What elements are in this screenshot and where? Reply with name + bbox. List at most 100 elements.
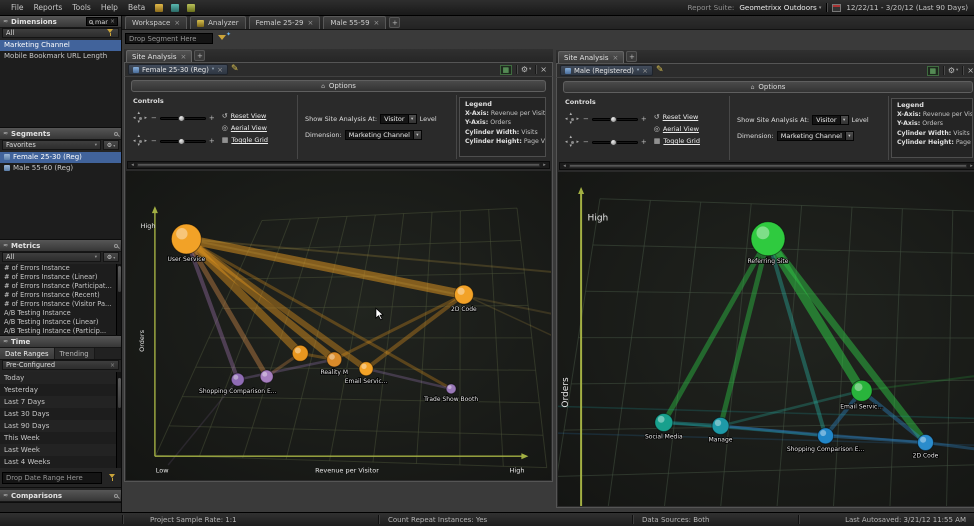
menu-item[interactable]: Tools — [67, 3, 95, 12]
toggle-grid-link[interactable]: ▦Toggle Grid — [222, 135, 268, 146]
add-tab-button[interactable]: + — [194, 50, 205, 61]
menu-item[interactable]: File — [6, 3, 29, 12]
horizontal-scrollbar[interactable]: ◂▸ — [559, 162, 974, 170]
edit-pencil-icon[interactable]: ✎ — [231, 65, 239, 74]
level-select[interactable]: Visitor▾ — [380, 114, 417, 124]
search-icon[interactable] — [114, 244, 118, 248]
scroll-right-icon[interactable]: ▸ — [541, 162, 548, 168]
metric-item[interactable]: A/B Testing Instance — [0, 309, 116, 318]
pan-control[interactable]: ▴▾◂▸ — [565, 112, 579, 126]
close-tab-icon[interactable]: × — [308, 19, 314, 27]
metric-item[interactable]: # of Errors Instance (Linear) — [0, 273, 116, 282]
menu-item[interactable]: Beta — [123, 3, 150, 12]
tab-date-ranges[interactable]: Date Ranges — [0, 348, 55, 359]
rotate-control[interactable]: ▴▾◂▸ — [133, 134, 147, 148]
scroll-right-icon[interactable]: ▸ — [968, 163, 974, 169]
tools-menu-icon[interactable]: ⚙▾ — [521, 65, 531, 74]
edit-pencil-icon[interactable]: ✎ — [656, 66, 664, 75]
aerial-view-link[interactable]: ◎Aerial View — [654, 124, 700, 135]
segments-tools-button[interactable]: ⚙▾ — [103, 140, 119, 150]
table-view-icon[interactable]: ▦ — [500, 65, 512, 75]
close-tab-icon[interactable]: × — [174, 19, 180, 27]
zoom-slider[interactable]: −+ — [583, 115, 647, 123]
time-filter-dropdown[interactable]: Pre-Configured × — [2, 360, 119, 370]
tab-site-analysis[interactable]: Site Analysis × — [558, 51, 624, 63]
tilt-slider[interactable]: −+ — [583, 138, 647, 146]
vertical-scrollbar[interactable] — [116, 264, 121, 335]
aerial-view-link[interactable]: ◎Aerial View — [222, 123, 268, 134]
dimension-select[interactable]: Marketing Channel▾ — [777, 131, 854, 141]
tab-workspace[interactable]: Workspace × — [125, 16, 187, 29]
dimensions-filter-dropdown[interactable]: All — [2, 28, 119, 38]
date-range-item[interactable]: Last 30 Days — [0, 408, 116, 420]
segments-header[interactable]: ≈ Segments — [0, 128, 121, 140]
add-tab-button[interactable]: + — [626, 51, 637, 62]
segment-funnel-icon[interactable] — [218, 34, 228, 44]
menu-item[interactable]: Reports — [29, 3, 68, 12]
dimension-select[interactable]: Marketing Channel▾ — [345, 130, 422, 140]
report-suite-select[interactable]: Geometrixx Outdoors ▾ — [739, 3, 821, 12]
search-icon[interactable] — [114, 132, 118, 136]
metric-item[interactable]: # of Errors Instance (Visitor Pa... — [0, 300, 116, 309]
options-toggle[interactable]: ⌂ Options — [563, 81, 973, 93]
metrics-filter-dropdown[interactable]: All ▾ — [2, 252, 101, 262]
toolbar-icon-1[interactable] — [155, 4, 163, 12]
pan-control[interactable]: ▴▾◂▸ — [133, 111, 147, 125]
add-tab-button[interactable]: + — [389, 17, 400, 28]
metric-item[interactable]: # of Errors Instance (Participat... — [0, 282, 116, 291]
tools-menu-icon[interactable]: ⚙▾ — [948, 66, 958, 75]
scroll-left-icon[interactable]: ◂ — [561, 163, 568, 169]
metrics-header[interactable]: ≈ Metrics — [0, 240, 121, 252]
calendar-icon[interactable] — [832, 4, 841, 12]
segments-filter-dropdown[interactable]: Favorites ▾ — [2, 140, 101, 150]
close-segment-icon[interactable]: × — [642, 67, 648, 75]
date-range-item[interactable]: Last 4 Weeks — [0, 456, 116, 468]
tab-trending[interactable]: Trending — [55, 348, 95, 359]
toolbar-icon-3[interactable] — [187, 4, 195, 12]
tab-site-analysis[interactable]: Site Analysis × — [126, 50, 192, 62]
segment-tab[interactable]: Female 25-30 (Reg) ▾ × — [128, 64, 228, 75]
reset-view-link[interactable]: ↺Reset View — [654, 112, 700, 123]
site-analysis-visualization[interactable]: User Service2D CodeReality MEmail Servic… — [126, 171, 551, 480]
reset-view-link[interactable]: ↺Reset View — [222, 111, 268, 122]
tab-female-25-29[interactable]: Female 25-29 × — [249, 16, 321, 29]
search-icon[interactable] — [114, 494, 118, 498]
drop-segment-target[interactable]: Drop Segment Here — [125, 33, 213, 44]
table-view-icon[interactable]: ▦ — [927, 66, 939, 76]
metrics-tools-button[interactable]: ⚙▾ — [103, 252, 119, 262]
date-range-item[interactable]: Today — [0, 372, 116, 384]
dimension-item[interactable]: Marketing Channel — [0, 40, 121, 51]
toggle-grid-link[interactable]: ▦Toggle Grid — [654, 136, 700, 147]
scroll-left-icon[interactable]: ◂ — [129, 162, 136, 168]
site-analysis-visualization[interactable]: Referring SiteEmail Servic...Social Medi… — [558, 172, 974, 506]
date-funnel-icon[interactable] — [109, 474, 117, 482]
comparisons-header[interactable]: ≈ Comparisons — [0, 490, 121, 502]
scrollbar-thumb[interactable] — [137, 163, 540, 167]
horizontal-scrollbar[interactable]: ◂▸ — [127, 161, 550, 169]
segment-item[interactable]: Male 55-60 (Reg) — [0, 163, 121, 174]
drop-date-range-target[interactable]: Drop Date Range Here — [2, 472, 102, 484]
tab-analyzer[interactable]: Analyzer — [190, 16, 245, 29]
metric-item[interactable]: A/B Testing Instance (Linear) — [0, 318, 116, 327]
scrollbar-thumb[interactable] — [569, 164, 967, 168]
date-range[interactable]: 12/22/11 - 3/20/12 (Last 90 Days) — [846, 3, 968, 12]
close-tab-icon[interactable]: × — [613, 54, 619, 62]
vertical-scrollbar[interactable] — [116, 372, 121, 468]
metric-item[interactable]: A/B Testing Instance (Particip... — [0, 327, 116, 335]
dimension-item[interactable]: Mobile Bookmark URL Length — [0, 51, 121, 62]
close-tab-icon[interactable]: × — [181, 53, 187, 61]
zoom-slider[interactable]: −+ — [151, 114, 215, 122]
date-range-item[interactable]: Yesterday — [0, 384, 116, 396]
dimensions-search-input[interactable]: mar × — [86, 17, 118, 26]
tilt-slider[interactable]: −+ — [151, 137, 215, 145]
segment-item[interactable]: Female 25-30 (Reg) — [0, 152, 121, 163]
time-header[interactable]: ≈ Time — [0, 336, 121, 348]
date-range-item[interactable]: Last 90 Days — [0, 420, 116, 432]
date-range-item[interactable]: Last 7 Days — [0, 396, 116, 408]
segment-tab[interactable]: Male (Registered) ▾ × — [560, 65, 653, 76]
date-range-item[interactable]: This Week — [0, 432, 116, 444]
clear-search-icon[interactable]: × — [110, 18, 115, 25]
level-select[interactable]: Visitor▾ — [812, 115, 849, 125]
options-toggle[interactable]: ⌂ Options — [131, 80, 546, 92]
rotate-control[interactable]: ▴▾◂▸ — [565, 135, 579, 149]
